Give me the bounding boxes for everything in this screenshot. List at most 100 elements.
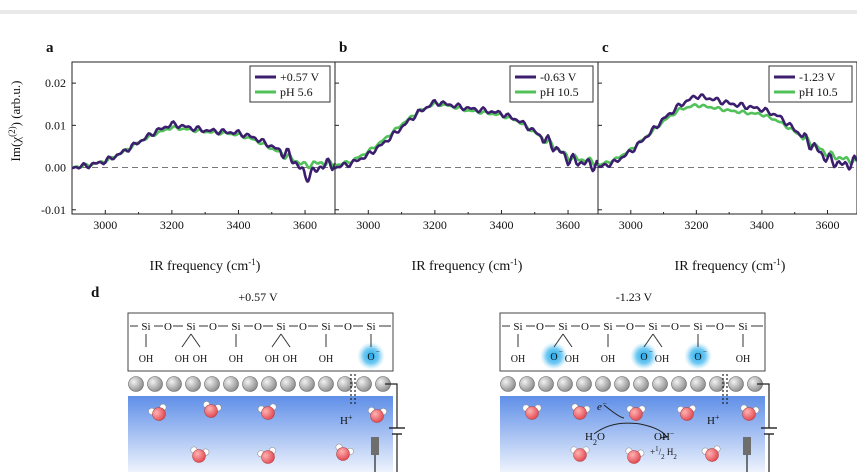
legend-label: +0.57 V — [280, 70, 320, 84]
legend: +0.57 VpH 5.6 — [250, 66, 330, 102]
si-atom: Si — [141, 321, 150, 333]
x-tick-label: 3400 — [489, 218, 513, 232]
schematic-d: +0.57 V -1.23 V Si Si Si Si Si Si O O O O O OH OH OH O… — [128, 290, 777, 472]
deprotonated-oxygen: O — [367, 352, 374, 363]
counter-electrode — [743, 437, 751, 455]
electrode-atom — [710, 377, 725, 392]
negative-charge: − — [559, 348, 563, 356]
si-atom: Si — [513, 321, 522, 333]
negative-charge: − — [376, 348, 380, 356]
si-atom: Si — [648, 321, 657, 333]
panel-letter-d: d — [91, 285, 100, 301]
o-atom: O — [209, 321, 217, 333]
o-atom: O — [254, 321, 262, 333]
o-atom: O — [344, 321, 352, 333]
panel-letter-b: b — [339, 40, 347, 56]
electrode-atom — [558, 377, 573, 392]
x-tick-label: 3600 — [293, 218, 317, 232]
electrode-atom — [205, 377, 220, 392]
x-tick-label: 3200 — [684, 218, 708, 232]
electrode-atom — [634, 377, 649, 392]
x-tick-label: 3000 — [93, 218, 117, 232]
x-tick-label: 3600 — [556, 218, 580, 232]
x-axis-label-c: IR frequency (cm-1) — [675, 257, 786, 274]
si-atom: Si — [558, 321, 567, 333]
electrode-atom — [186, 377, 201, 392]
electrode-atom — [224, 377, 239, 392]
right-interface: Si Si Si Si Si SiO O O O OOH O −OH OH O −OH O −OH — [500, 313, 777, 472]
hydroxyl-group: OH — [655, 354, 669, 365]
x-tick-label: 3200 — [160, 218, 184, 232]
legend-label: -0.63 V — [540, 70, 577, 84]
x-tick-label: 3000 — [619, 218, 643, 232]
hydroxyl-group: OH — [229, 354, 243, 365]
si-atom: Si — [603, 321, 612, 333]
panel-letter-a: a — [46, 40, 54, 56]
electrode-atom — [281, 377, 296, 392]
x-tick-label: 3400 — [750, 218, 774, 232]
y-tick-label: 0.02 — [45, 76, 66, 90]
oxygen-atom — [574, 449, 587, 462]
hydroxyl-group: OH — [319, 354, 333, 365]
negative-charge: − — [703, 348, 707, 356]
o-atom: O — [716, 321, 724, 333]
si-atom: Si — [366, 321, 375, 333]
y-tick-label: 0.01 — [45, 118, 66, 132]
hydroxyl-group: OH — [736, 354, 750, 365]
o-atom: O — [536, 321, 544, 333]
chart-panels: 3000 3200 3400 36000.020.010.00-0.01+0.57 V… — [41, 62, 857, 232]
oxygen-atom — [630, 408, 643, 421]
series-line-ph — [598, 104, 857, 165]
x-tick-label: 3400 — [226, 218, 250, 232]
hydroxyl-group: OH — [511, 354, 525, 365]
si-atom: Si — [186, 321, 195, 333]
hydroxyl-group: OH — [139, 354, 153, 365]
si-atom: Si — [693, 321, 702, 333]
electrode-atom — [319, 377, 334, 392]
negative-charge: − — [649, 348, 653, 356]
counter-electrode — [371, 437, 379, 455]
legend-label: pH 5.6 — [280, 85, 313, 99]
hydroxyl-group: OH — [175, 354, 189, 365]
y-tick-label: 0.00 — [45, 161, 66, 175]
electrode-atom — [148, 377, 163, 392]
oxygen-atom — [526, 407, 539, 420]
o-atom: O — [164, 321, 172, 333]
deprotonated-oxygen: O — [694, 352, 701, 363]
hydroxyl-group: OH — [193, 354, 207, 365]
x-tick-label: 3600 — [815, 218, 839, 232]
panel-letter-c: c — [602, 40, 609, 56]
deprotonated-oxygen: O — [640, 352, 647, 363]
chart-panel-c: 3000 3200 3400 3600 -1.23 VpH 10.5 — [598, 62, 857, 232]
hydroxyl-group: OH — [601, 354, 615, 365]
x-tick-label: 3000 — [356, 218, 380, 232]
series-line-potential — [598, 95, 857, 170]
electrode-atom — [653, 377, 668, 392]
electrode-atom — [300, 377, 315, 392]
electrode-atom — [262, 377, 277, 392]
x-axis-label-b: IR frequency (cm-1) — [412, 257, 523, 274]
legend: -0.63 VpH 10.5 — [510, 66, 593, 102]
top-rule — [0, 10, 857, 14]
si-atom: Si — [738, 321, 747, 333]
o-atom: O — [581, 321, 589, 333]
left-interface: Si Si Si Si Si SiO O O O OOH OH OH OH OH OH OH O − — [128, 313, 405, 472]
si-atom: Si — [231, 321, 240, 333]
si-atom: Si — [321, 321, 330, 333]
electrode-atom — [520, 377, 535, 392]
legend-label: pH 10.5 — [540, 85, 579, 99]
electrode-atom — [672, 377, 687, 392]
electrode-atom — [501, 377, 516, 392]
electrode-atom — [691, 377, 706, 392]
hydroxyl-group: OH — [265, 354, 279, 365]
si-atom: Si — [276, 321, 285, 333]
chart-panel-b: 3000 3200 3400 3600-0.63 VpH 10.5 — [335, 62, 598, 232]
deprotonated-oxygen: O — [550, 352, 557, 363]
x-axis-label-a: IR frequency (cm-1) — [150, 257, 261, 274]
o-atom: O — [299, 321, 307, 333]
legend-label: pH 10.5 — [799, 85, 838, 99]
o-atom: O — [671, 321, 679, 333]
electrode-atom — [539, 377, 554, 392]
hydroxyl-group: OH — [565, 354, 579, 365]
